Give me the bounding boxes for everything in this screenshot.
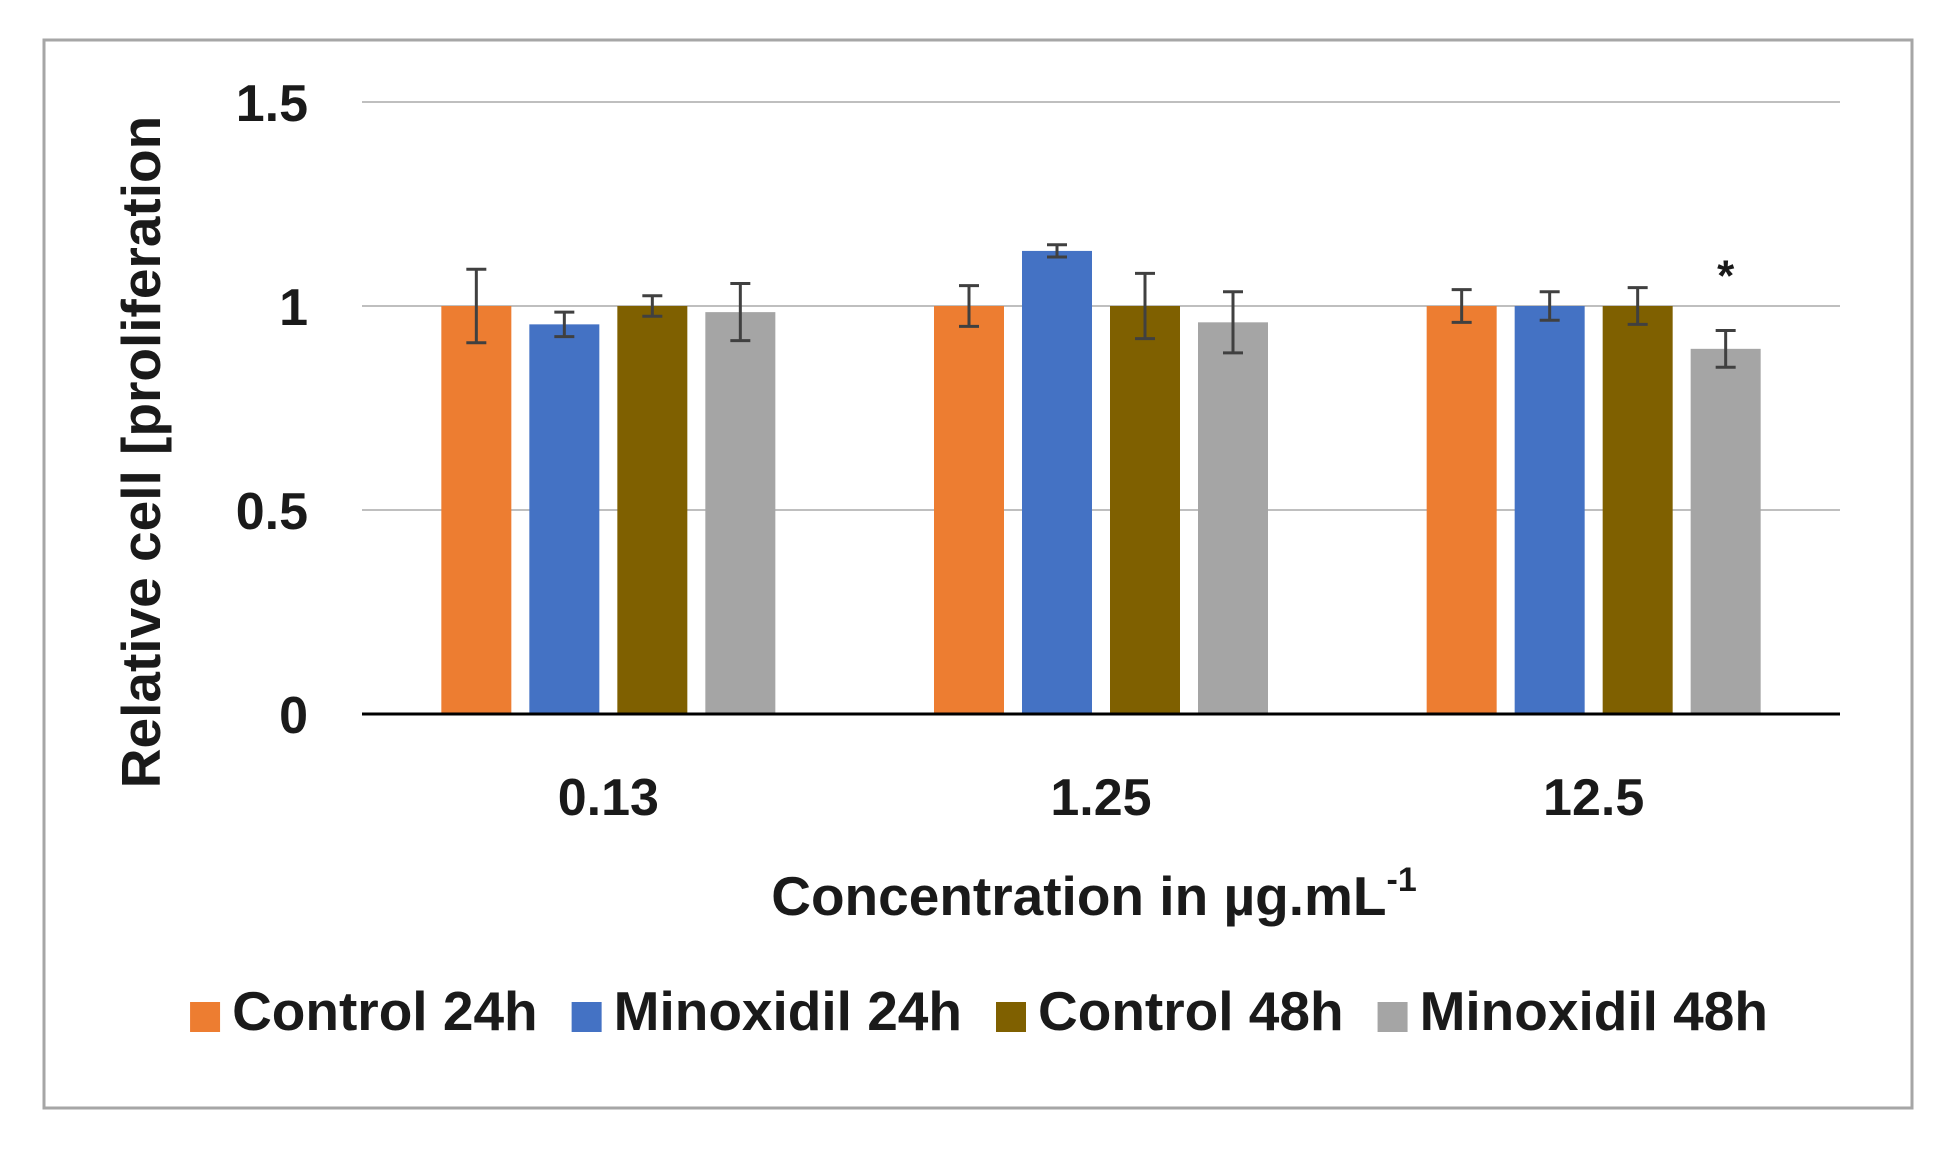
bar: [705, 312, 776, 714]
legend: Control 24h Minoxidil 24h Control 48h Minox…: [190, 980, 1768, 1042]
legend-label: Control 48h: [1038, 980, 1344, 1042]
legend-label: Minoxidil 48h: [1420, 980, 1768, 1042]
error-bar: [1451, 288, 1472, 324]
legend-swatch: [571, 1002, 602, 1032]
error-bars: [466, 243, 1736, 369]
bar: [1198, 322, 1268, 714]
error-bar: [642, 294, 663, 318]
gridlines: [362, 101, 1840, 511]
error-bar: [1627, 286, 1648, 326]
legend-swatch: [190, 1002, 221, 1032]
error-bar: [1715, 328, 1736, 369]
x-axis-label-main: Concentration in µg.mL: [771, 865, 1386, 927]
bar: [1690, 348, 1761, 714]
error-bar: [1223, 290, 1243, 355]
y-tick-label: 0: [279, 687, 308, 745]
bar: [441, 306, 512, 714]
legend-label: Minoxidil 24h: [614, 980, 962, 1042]
error-bar: [1539, 290, 1560, 322]
y-axis-label: Relative cell [proliferation: [110, 116, 172, 788]
error-bar: [466, 267, 487, 345]
bar: [1514, 306, 1585, 714]
error-bar: [730, 282, 751, 343]
x-tick-label: 1.25: [1050, 769, 1151, 827]
legend-item: Minoxidil 48h: [1377, 980, 1768, 1042]
x-tick-label: 12.5: [1543, 769, 1644, 827]
y-tick-label: 1.5: [236, 75, 308, 133]
legend-swatch: [996, 1002, 1026, 1032]
bar: [1110, 306, 1180, 714]
bar: [1602, 306, 1673, 714]
y-tick-label: 0.5: [236, 483, 308, 541]
x-axis-label-superscript: -1: [1387, 861, 1417, 899]
bar: [529, 324, 600, 714]
legend-label: Control 24h: [232, 980, 538, 1042]
error-bar: [1135, 271, 1155, 341]
legend-item: Control 24h: [190, 980, 538, 1042]
y-tick-label: 1: [279, 279, 308, 337]
x-axis-ticks: 0.13 1.25 12.5: [558, 769, 1645, 827]
significance-marker: *: [1717, 251, 1735, 300]
annotations: *: [1717, 251, 1735, 300]
bar: [934, 306, 1004, 714]
bar: [1022, 250, 1092, 715]
error-bar: [959, 284, 979, 328]
error-bar: [1047, 243, 1067, 259]
error-bar: [554, 310, 575, 339]
x-axis-label: Concentration in µg.mL-1: [771, 861, 1417, 927]
bars: [441, 250, 1761, 715]
bar: [617, 306, 688, 714]
legend-item: Minoxidil 24h: [571, 980, 962, 1042]
legend-swatch: [1377, 1002, 1408, 1032]
bar: [1426, 306, 1497, 714]
y-axis-ticks: 0 0.5 1 1.5: [236, 75, 308, 745]
legend-item: Control 48h: [996, 980, 1344, 1042]
x-tick-label: 0.13: [558, 769, 659, 827]
